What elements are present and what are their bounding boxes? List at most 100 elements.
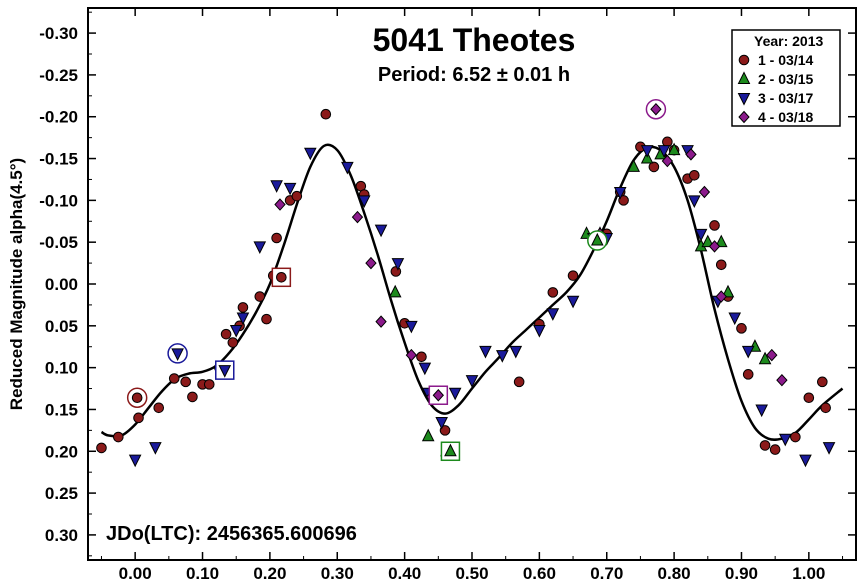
highlighted-data-point (131, 392, 143, 404)
data-point (721, 284, 735, 298)
data-point (496, 350, 509, 363)
data-point (715, 290, 727, 303)
data-point (390, 266, 402, 277)
x-tick-label: 0.90 (725, 564, 758, 583)
data-point (741, 345, 755, 359)
data-point (187, 391, 198, 403)
data-point (567, 270, 579, 281)
data-point (667, 142, 681, 156)
data-point (274, 198, 286, 211)
x-tick-label: 0.10 (186, 564, 219, 583)
data-point (662, 136, 673, 148)
x-tick-label: 0.30 (321, 564, 354, 583)
y-axis: -0.30 -0.25 -0.20 -0.15 -0.10 -0.05 0.00 0.05 0.… (39, 11, 856, 557)
data-point (113, 431, 124, 443)
data-point (283, 182, 297, 196)
data-point (755, 404, 768, 418)
legend-marker (737, 93, 751, 106)
data-point (439, 425, 451, 436)
y-tick-label: 0.30 (45, 526, 78, 545)
data-point (685, 148, 697, 161)
y-tick-label: -0.05 (39, 233, 78, 252)
x-tick-label: 0.70 (590, 564, 623, 583)
highlighted-data-point (432, 388, 444, 402)
highlighted-data-point (650, 102, 662, 116)
data-point (661, 154, 674, 168)
data-point (698, 185, 711, 199)
data-point (405, 348, 418, 362)
data-point (820, 402, 831, 414)
highlighted-data-point (276, 272, 287, 283)
data-point (736, 323, 747, 334)
data-point (96, 442, 107, 454)
legend-marker (738, 110, 750, 124)
data-point (261, 313, 272, 325)
data-point (388, 284, 402, 298)
y-tick-label: -0.25 (39, 66, 78, 85)
data-point (759, 440, 771, 451)
chart-title: 5041 Theotes (373, 22, 576, 58)
data-point (546, 308, 560, 321)
data-point (236, 312, 250, 326)
highlighted-data-point (171, 348, 184, 362)
highlighted-data-point (444, 443, 457, 457)
data-point (237, 302, 249, 313)
data-point (391, 258, 405, 271)
data-point (694, 228, 708, 242)
data-point (365, 256, 377, 270)
legend-entry: 1 - 03/14 (758, 52, 813, 68)
data-point (405, 320, 418, 334)
legend: Year: 2013 1 - 03/14 2 - 03/15 3 - 03/17 4 … (731, 29, 841, 127)
data-point (533, 325, 546, 338)
y-tick-label: 0.05 (45, 317, 78, 336)
data-point (341, 161, 354, 175)
data-point (709, 220, 720, 231)
data-point (435, 417, 448, 430)
data-point (304, 147, 317, 161)
x-tick-label: 0.60 (523, 564, 556, 583)
data-point (270, 180, 283, 193)
x-tick-label: 0.20 (253, 564, 286, 583)
data-point (618, 195, 629, 206)
data-point (799, 454, 812, 468)
data-point (769, 444, 781, 455)
data-point (133, 412, 144, 424)
chart-subtitle: Period: 6.52 ± 0.01 h (378, 64, 570, 86)
data-point (613, 187, 627, 200)
data-point (657, 145, 671, 158)
data-point (547, 287, 559, 298)
y-tick-label: 0.20 (45, 442, 78, 461)
data-point (513, 376, 525, 388)
data-point (758, 351, 772, 365)
x-axis: 0.00 0.10 0.20 0.30 0.40 0.50 0.60 0.70 0.80 0.90… (100, 8, 844, 583)
x-tick-label: 0.00 (119, 564, 152, 583)
data-point (714, 234, 728, 248)
data-point (790, 431, 801, 443)
highlighted-data-point (590, 232, 604, 246)
y-tick-label: 0.15 (45, 400, 78, 419)
data-point (227, 337, 239, 348)
data-point (766, 348, 778, 362)
y-tick-label: 0.10 (45, 359, 78, 378)
legend-entry: 3 - 03/17 (758, 90, 813, 106)
y-tick-label: -0.30 (39, 24, 78, 43)
x-tick-label: 0.50 (455, 564, 488, 583)
data-point (254, 291, 266, 302)
data-point (253, 241, 267, 254)
x-tick-label: 1.00 (792, 564, 825, 583)
data-point (509, 345, 523, 359)
data-point (375, 315, 387, 328)
data-point (357, 195, 371, 208)
data-point (640, 145, 654, 158)
x-tick-label: 0.40 (388, 564, 421, 583)
data-point (271, 232, 282, 244)
data-point (291, 190, 303, 202)
legend-items: 1 - 03/14 2 - 03/15 3 - 03/17 4 - 03/18 (737, 52, 813, 125)
data-point (822, 442, 836, 455)
highlighted-data-point (218, 365, 232, 378)
legend-title: Year: 2013 (754, 33, 823, 49)
data-point (778, 433, 792, 447)
data-point (803, 392, 815, 404)
data-point (168, 373, 180, 384)
legend-entry: 2 - 03/15 (758, 71, 813, 87)
